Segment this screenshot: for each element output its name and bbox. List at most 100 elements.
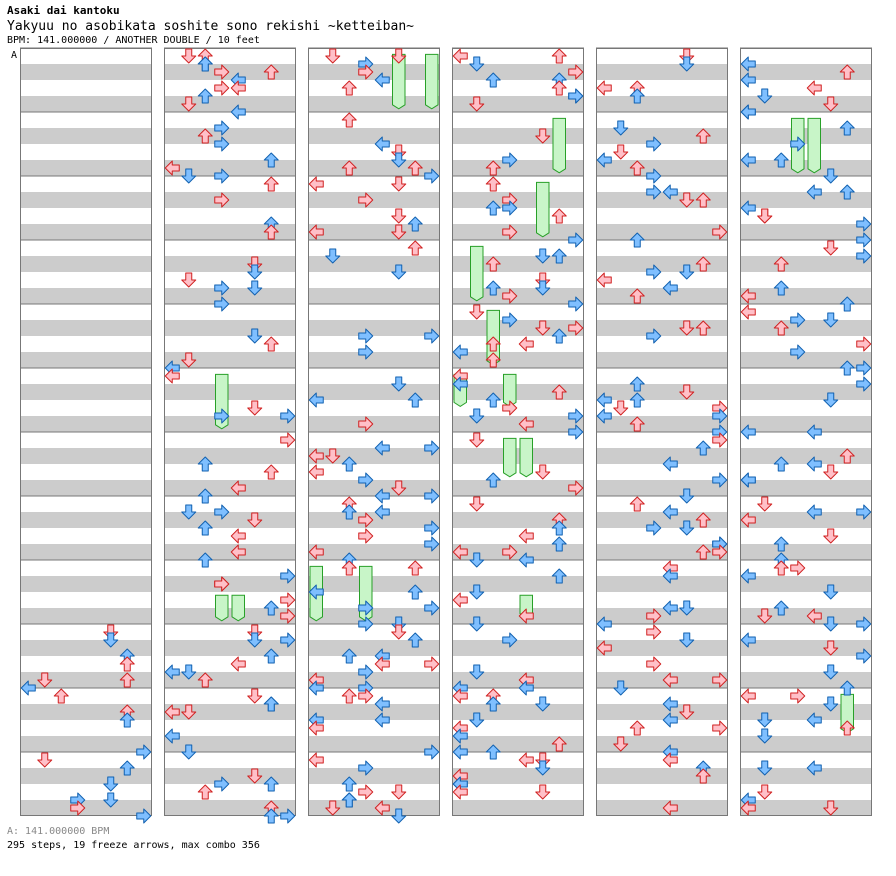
beat-band	[164, 320, 296, 336]
beat-band	[596, 672, 728, 688]
quarter-note-arrow	[308, 720, 324, 736]
eighth-note-arrow	[407, 216, 423, 232]
eighth-note-arrow	[424, 328, 440, 344]
eighth-note-arrow	[856, 648, 872, 664]
quarter-note-arrow	[358, 784, 374, 800]
eighth-note-arrow	[856, 504, 872, 520]
quarter-note-arrow	[214, 576, 230, 592]
quarter-note-arrow	[757, 784, 773, 800]
eighth-note-arrow	[197, 520, 213, 536]
quarter-note-arrow	[280, 592, 296, 608]
quarter-note-arrow	[452, 592, 468, 608]
eighth-note-arrow	[773, 600, 789, 616]
freeze-arrow	[536, 181, 550, 238]
eighth-note-arrow	[662, 184, 678, 200]
beat-band	[740, 448, 872, 464]
eighth-note-arrow	[374, 136, 390, 152]
quarter-note-arrow	[535, 320, 551, 336]
eighth-note-arrow	[469, 56, 485, 72]
eighth-note-arrow	[391, 376, 407, 392]
eighth-note-arrow	[662, 504, 678, 520]
quarter-note-arrow	[374, 800, 390, 816]
quarter-note-arrow	[695, 512, 711, 528]
eighth-note-arrow	[613, 680, 629, 696]
quarter-note-arrow	[662, 800, 678, 816]
eighth-note-arrow	[740, 72, 756, 88]
quarter-note-arrow	[535, 128, 551, 144]
eighth-note-arrow	[839, 296, 855, 312]
quarter-note-arrow	[374, 656, 390, 672]
eighth-note-arrow	[568, 424, 584, 440]
eighth-note-arrow	[263, 696, 279, 712]
eighth-note-arrow	[568, 296, 584, 312]
quarter-note-arrow	[341, 160, 357, 176]
eighth-note-arrow	[424, 744, 440, 760]
eighth-note-arrow	[164, 728, 180, 744]
eighth-note-arrow	[629, 88, 645, 104]
eighth-note-arrow	[740, 200, 756, 216]
quarter-note-arrow	[518, 336, 534, 352]
beat-band	[308, 416, 440, 432]
quarter-note-arrow	[325, 448, 341, 464]
eighth-note-arrow	[214, 280, 230, 296]
beat-band	[308, 768, 440, 784]
beat-band	[596, 800, 728, 816]
beat-band	[740, 128, 872, 144]
quarter-note-arrow	[358, 64, 374, 80]
beat-band	[20, 512, 152, 528]
quarter-note-arrow	[391, 48, 407, 64]
eighth-note-arrow	[823, 168, 839, 184]
eighth-note-arrow	[103, 792, 119, 808]
beat-band	[164, 576, 296, 592]
quarter-note-arrow	[181, 96, 197, 112]
beat-band	[20, 576, 152, 592]
quarter-note-arrow	[485, 256, 501, 272]
beat-band	[452, 416, 584, 432]
quarter-note-arrow	[740, 512, 756, 528]
quarter-note-arrow	[469, 304, 485, 320]
eighth-note-arrow	[136, 744, 152, 760]
eighth-note-arrow	[374, 72, 390, 88]
quarter-note-arrow	[181, 352, 197, 368]
eighth-note-arrow	[452, 344, 468, 360]
beat-band	[740, 416, 872, 432]
column-border	[596, 48, 728, 816]
quarter-note-arrow	[695, 256, 711, 272]
beat-band	[20, 320, 152, 336]
beat-band	[596, 96, 728, 112]
beat-band	[740, 512, 872, 528]
quarter-note-arrow	[308, 544, 324, 560]
quarter-note-arrow	[535, 464, 551, 480]
beat-band	[596, 352, 728, 368]
quarter-note-arrow	[341, 80, 357, 96]
eighth-note-arrow	[20, 680, 36, 696]
eighth-note-arrow	[469, 712, 485, 728]
beat-band	[308, 256, 440, 272]
quarter-note-arrow	[119, 656, 135, 672]
freeze-arrow	[470, 245, 484, 302]
beat-band	[596, 480, 728, 496]
quarter-note-arrow	[712, 544, 728, 560]
quarter-note-arrow	[662, 752, 678, 768]
eighth-note-arrow	[679, 488, 695, 504]
eighth-note-arrow	[823, 696, 839, 712]
quarter-note-arrow	[214, 192, 230, 208]
eighth-note-arrow	[757, 760, 773, 776]
quarter-note-arrow	[230, 656, 246, 672]
quarter-note-arrow	[712, 432, 728, 448]
quarter-note-arrow	[757, 496, 773, 512]
beat-band	[452, 512, 584, 528]
freeze-arrow	[807, 117, 821, 174]
beat-band	[596, 192, 728, 208]
quarter-note-arrow	[358, 528, 374, 544]
eighth-note-arrow	[518, 552, 534, 568]
column-border	[20, 48, 152, 816]
eighth-note-arrow	[197, 456, 213, 472]
eighth-note-arrow	[568, 88, 584, 104]
quarter-note-arrow	[790, 688, 806, 704]
quarter-note-arrow	[485, 336, 501, 352]
eighth-note-arrow	[358, 472, 374, 488]
beat-band	[20, 96, 152, 112]
eighth-note-arrow	[214, 136, 230, 152]
eighth-note-arrow	[679, 56, 695, 72]
